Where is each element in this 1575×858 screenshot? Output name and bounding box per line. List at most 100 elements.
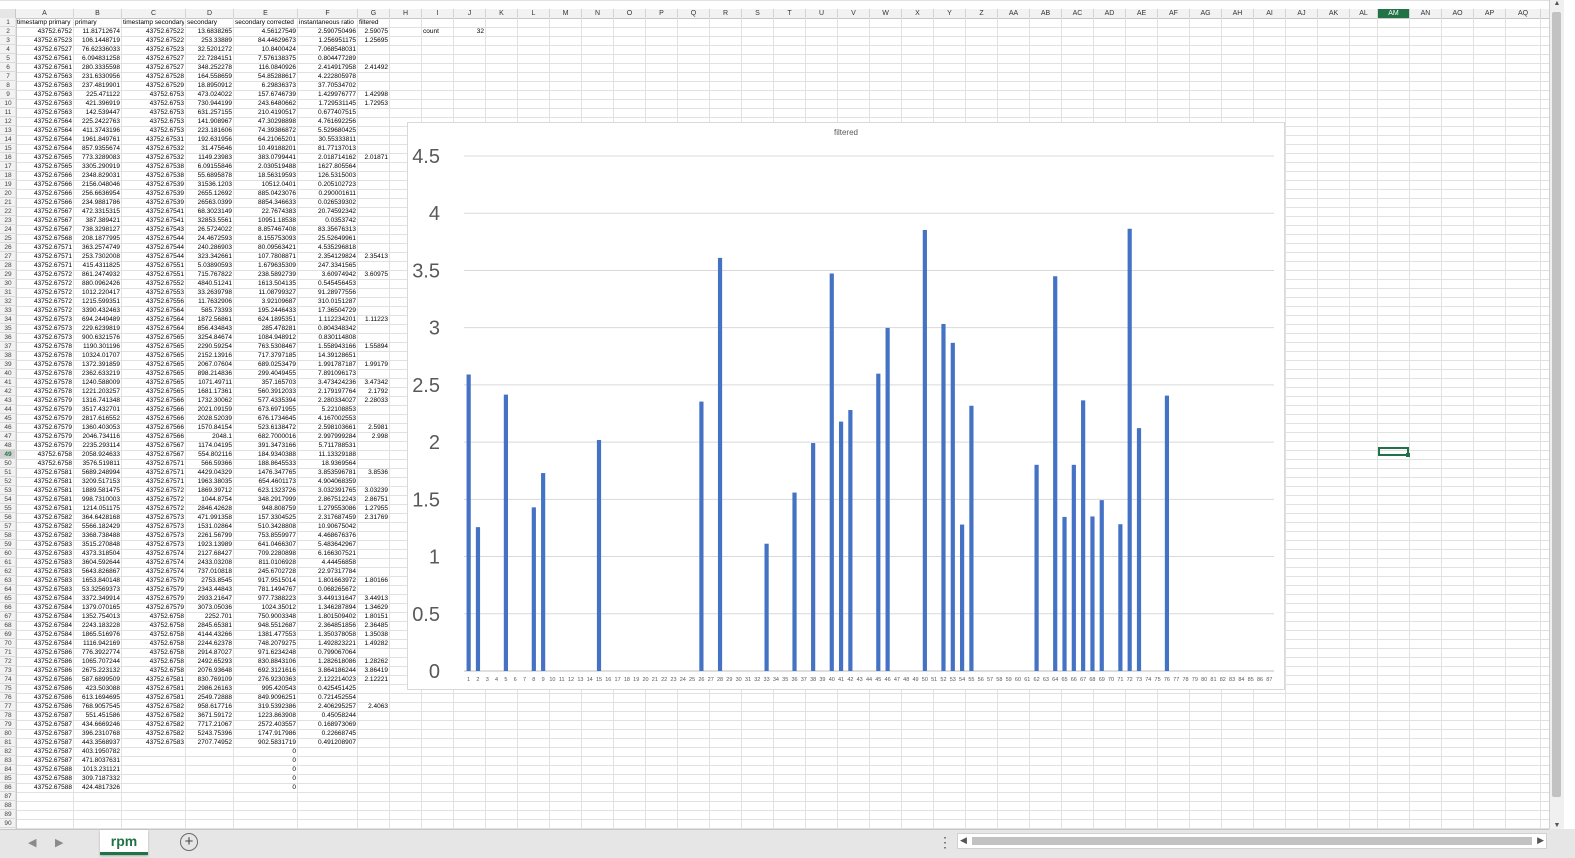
data-cell[interactable]: 43752.67581 <box>146 685 184 692</box>
data-cell[interactable]: 1.279553086 <box>318 505 356 512</box>
data-cell[interactable]: 3254.84674 <box>197 334 232 341</box>
data-cell[interactable]: 43752.67563 <box>34 73 72 80</box>
data-cell[interactable]: 1.350378058 <box>318 631 356 638</box>
data-cell[interactable]: 43752.67581 <box>34 478 72 485</box>
data-cell[interactable]: 1223.863908 <box>258 712 296 719</box>
row-header-90[interactable]: 90 <box>0 819 16 828</box>
data-cell[interactable]: 43752.6758 <box>37 451 72 458</box>
data-cell[interactable]: 357.165703 <box>261 379 296 386</box>
row-header-72[interactable]: 72 <box>0 657 16 666</box>
data-cell[interactable]: 43752.67572 <box>146 505 184 512</box>
data-cell[interactable]: 554.802116 <box>198 451 232 458</box>
data-cell[interactable]: 43752.67581 <box>146 676 184 683</box>
data-cell[interactable]: 285.478281 <box>261 325 296 332</box>
data-cell[interactable]: 18.9369564 <box>321 460 356 467</box>
data-cell[interactable]: 396.2310768 <box>82 730 120 737</box>
data-cell[interactable]: 229.6239819 <box>82 325 120 332</box>
data-cell[interactable]: 43752.67564 <box>146 307 184 314</box>
data-cell[interactable]: 3.03239 <box>364 487 389 494</box>
row-header-55[interactable]: 55 <box>0 504 16 513</box>
data-cell[interactable]: 1044.8754 <box>201 496 232 503</box>
data-cell[interactable]: 0.290001611 <box>318 190 356 197</box>
data-cell[interactable]: 43752.67539 <box>146 190 184 197</box>
data-cell[interactable]: 43752.67565 <box>146 379 184 386</box>
data-cell[interactable]: 2.590750496 <box>318 28 356 35</box>
column-header-U[interactable]: U <box>806 9 838 18</box>
data-cell[interactable]: 43752.67539 <box>146 199 184 206</box>
data-cell[interactable]: 43752.67531 <box>146 136 184 143</box>
row-header-29[interactable]: 29 <box>0 270 16 279</box>
data-cell[interactable]: 4840.51241 <box>197 280 232 287</box>
data-cell[interactable]: 43752.67566 <box>34 172 72 179</box>
data-cell[interactable]: 2.998 <box>371 433 388 440</box>
add-sheet-button[interactable]: + <box>180 833 198 851</box>
column-header-AQ[interactable]: AQ <box>1506 9 1541 18</box>
data-cell[interactable]: 43752.67566 <box>146 433 184 440</box>
column-header-D[interactable]: D <box>186 9 234 18</box>
data-cell[interactable]: 323.342661 <box>197 253 232 260</box>
data-cell[interactable]: 857.9355674 <box>82 145 120 152</box>
data-cell[interactable]: 0 <box>292 757 296 764</box>
row-header-30[interactable]: 30 <box>0 279 16 288</box>
data-cell[interactable]: 2058.924633 <box>82 451 120 458</box>
row-header-53[interactable]: 53 <box>0 486 16 495</box>
data-cell[interactable]: 26.5724022 <box>197 226 232 233</box>
data-cell[interactable]: 971.6234248 <box>258 649 296 656</box>
row-header-15[interactable]: 15 <box>0 144 16 153</box>
data-cell[interactable]: 1.282618086 <box>318 658 356 665</box>
data-cell[interactable]: 585.73393 <box>201 307 232 314</box>
data-cell[interactable]: 210.4190517 <box>258 109 296 116</box>
row-header-27[interactable]: 27 <box>0 252 16 261</box>
row-header-14[interactable]: 14 <box>0 135 16 144</box>
data-cell[interactable]: 753.8559977 <box>258 532 296 539</box>
data-cell[interactable]: 43752.67566 <box>146 424 184 431</box>
data-cell[interactable]: 43752.67561 <box>34 55 72 62</box>
data-cell[interactable]: 3368.738488 <box>82 532 120 539</box>
data-cell[interactable]: 13.6838265 <box>197 28 232 35</box>
row-header-41[interactable]: 41 <box>0 378 16 387</box>
data-cell[interactable]: 43752.67586 <box>34 694 72 701</box>
data-cell[interactable]: 2243.183228 <box>82 622 120 629</box>
data-cell[interactable]: 43752.67544 <box>146 235 184 242</box>
data-cell[interactable]: 43752.67573 <box>34 334 72 341</box>
data-cell[interactable]: 2290.59254 <box>197 343 232 350</box>
row-header-57[interactable]: 57 <box>0 522 16 531</box>
data-cell[interactable]: 1.55894 <box>364 343 389 350</box>
data-cell[interactable]: 1.679635309 <box>258 262 296 269</box>
data-cell[interactable]: 737.010818 <box>197 568 232 575</box>
data-cell[interactable]: 10324.01707 <box>82 352 120 359</box>
data-cell[interactable]: 4.468676376 <box>318 532 356 539</box>
data-cell[interactable]: 0.026539302 <box>318 199 356 206</box>
data-cell[interactable]: 2707.74952 <box>197 739 232 746</box>
data-cell[interactable]: 43752.67573 <box>34 325 72 332</box>
data-cell[interactable]: 2067.07604 <box>197 361 232 368</box>
data-cell[interactable]: 43752.67571 <box>146 469 184 476</box>
data-cell[interactable]: 995.420543 <box>261 685 296 692</box>
data-cell[interactable]: 43752.67573 <box>146 541 184 548</box>
data-cell[interactable]: 192.631956 <box>197 136 232 143</box>
row-header-35[interactable]: 35 <box>0 324 16 333</box>
data-cell[interactable]: 750.9003348 <box>258 613 296 620</box>
data-cell[interactable]: 424.4817326 <box>82 784 120 791</box>
data-cell[interactable]: 43752.67582 <box>34 514 72 521</box>
data-cell[interactable]: 0 <box>292 775 296 782</box>
data-cell[interactable]: 43752.67573 <box>146 532 184 539</box>
data-cell[interactable]: 43752.67579 <box>34 433 72 440</box>
data-cell[interactable]: 43752.67584 <box>34 640 72 647</box>
row-header-7[interactable]: 7 <box>0 72 16 81</box>
data-cell[interactable]: 0.205102723 <box>318 181 356 188</box>
data-cell[interactable]: 43752.67573 <box>146 514 184 521</box>
data-cell[interactable]: 43752.67586 <box>34 649 72 656</box>
data-cell[interactable]: 0.545456453 <box>318 280 356 287</box>
data-cell[interactable]: 1.11223 <box>364 316 388 323</box>
data-cell[interactable]: 1613.504135 <box>258 280 296 287</box>
data-cell[interactable]: 43752.67583 <box>146 739 184 746</box>
data-cell[interactable]: 4144.43266 <box>197 631 232 638</box>
data-cell[interactable]: 694.2449489 <box>82 316 120 323</box>
row-header-44[interactable]: 44 <box>0 405 16 414</box>
data-cell[interactable]: 415.4311825 <box>82 262 120 269</box>
data-cell[interactable]: 3.86419 <box>364 667 389 674</box>
data-cell[interactable]: 43752.67527 <box>34 46 72 53</box>
data-cell[interactable]: 348.2917999 <box>258 496 296 503</box>
data-cell[interactable]: 43752.67563 <box>34 91 72 98</box>
